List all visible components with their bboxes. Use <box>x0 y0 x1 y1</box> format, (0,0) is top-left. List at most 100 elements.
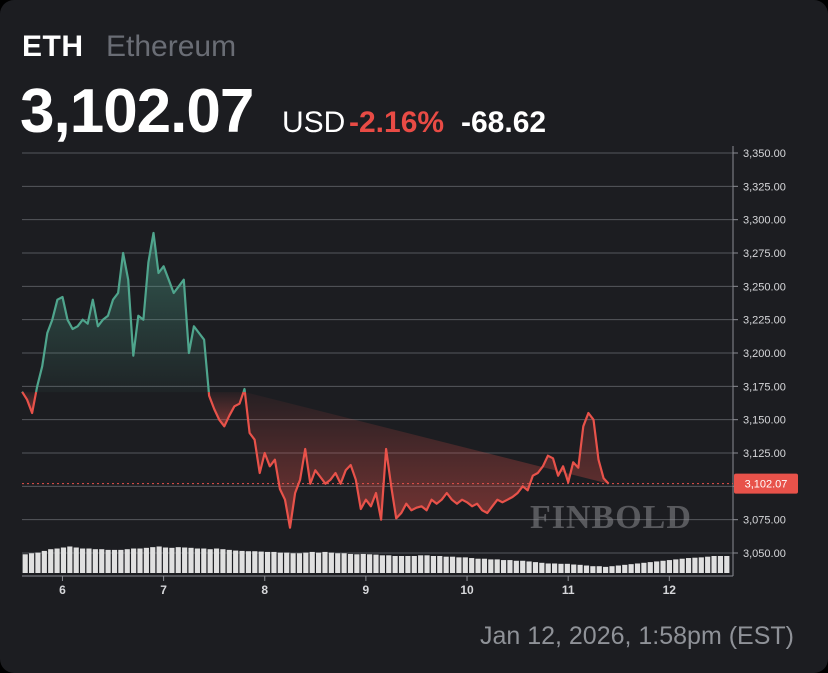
volume-bar <box>188 547 194 573</box>
volume-bar <box>60 547 67 573</box>
x-tick-label: 11 <box>562 583 575 597</box>
volume-bar <box>590 566 596 573</box>
timestamp: Jan 12, 2026, 1:58pm (EST) <box>479 622 794 650</box>
y-tick-label: 3,175.00 <box>743 381 786 393</box>
volume-bar <box>92 549 98 573</box>
current-price: 3,102.07 <box>20 77 254 146</box>
volume-bar <box>207 549 213 573</box>
volume-bar <box>449 556 456 573</box>
volume-bar <box>341 553 347 573</box>
volume-bar <box>99 549 105 573</box>
volume-bar <box>309 551 315 573</box>
volume-bar <box>513 560 519 573</box>
volume-bar <box>507 560 513 573</box>
y-axis-ticks: 3,350.00 3,325.00 3,300.00 3,275.00 3,250.00… <box>732 146 786 576</box>
volume-bars <box>22 546 730 573</box>
y-tick-label: 3,275.00 <box>743 248 786 260</box>
x-tick-label: 6 <box>59 583 66 597</box>
y-tick-label: 3,050.00 <box>743 548 786 560</box>
volume-bar <box>564 563 570 573</box>
volume-bar <box>456 557 462 573</box>
volume-bar <box>252 551 258 573</box>
last-price-marker: 3,102.07 <box>22 473 798 494</box>
y-tick-label: 3,125.00 <box>743 448 786 460</box>
volume-bar <box>354 554 360 573</box>
volume-bar <box>226 549 232 573</box>
y-tick-label: 3,075.00 <box>743 515 786 527</box>
y-tick-label: 3,225.00 <box>743 315 786 327</box>
volume-bar <box>609 566 615 573</box>
volume-bar <box>717 556 724 573</box>
x-tick-label: 7 <box>160 583 167 597</box>
line-segment-up <box>35 231 210 393</box>
volume-bar <box>418 555 424 573</box>
volume-bar <box>711 556 717 573</box>
ticker-symbol: ETH <box>22 30 84 63</box>
volume-bar <box>335 553 341 573</box>
line-segment-up <box>242 387 246 393</box>
volume-bar <box>469 558 475 573</box>
volume-bar <box>500 560 507 573</box>
volume-bar <box>558 563 564 573</box>
change-percent: -2.16% <box>349 106 445 139</box>
volume-bar <box>462 557 468 573</box>
last-price-badge <box>734 473 798 494</box>
y-tick-label: 3,300.00 <box>743 215 786 227</box>
volume-bar <box>520 560 526 573</box>
price-line <box>21 231 610 529</box>
volume-bar <box>277 552 283 573</box>
volume-bar <box>233 550 239 573</box>
volume-bar <box>647 562 653 573</box>
x-tick-label: 9 <box>363 583 370 597</box>
volume-bar <box>673 559 679 573</box>
volume-bar <box>347 553 354 573</box>
x-tick-label: 8 <box>261 583 268 597</box>
volume-bar <box>22 554 28 573</box>
volume-bar <box>124 549 130 573</box>
volume-bar <box>48 549 54 573</box>
volume-bar <box>182 547 188 573</box>
volume-bar <box>392 556 398 573</box>
volume-bar <box>271 551 277 573</box>
y-tick-label: 3,200.00 <box>743 348 786 360</box>
volume-bar <box>131 548 137 573</box>
volume-bar <box>577 564 583 573</box>
area-fill <box>22 233 609 528</box>
volume-bar <box>679 558 685 573</box>
volume-bar <box>105 549 111 573</box>
volume-bar <box>571 564 577 573</box>
volume-bar <box>73 547 79 573</box>
volume-bar <box>424 555 430 573</box>
volume-bar <box>443 556 449 573</box>
volume-bar <box>373 554 379 573</box>
volume-bar <box>41 550 47 573</box>
volume-bar <box>526 561 532 573</box>
y-tick-label: 3,350.00 <box>743 148 786 160</box>
volume-bar <box>698 557 704 573</box>
volume-bar <box>583 565 590 573</box>
volume-bar <box>379 555 385 573</box>
volume-bar <box>603 566 609 573</box>
volume-bar <box>328 552 334 573</box>
volume-bar <box>628 564 634 573</box>
asset-name: Ethereum <box>106 30 237 63</box>
volume-bar <box>437 556 443 573</box>
volume-bar <box>692 557 698 573</box>
volume-bar <box>118 549 124 573</box>
volume-bar <box>430 556 436 573</box>
volume-bar <box>488 559 494 573</box>
volume-bar <box>622 564 628 573</box>
volume-bar <box>494 559 500 573</box>
volume-bar <box>386 555 392 573</box>
volume-bar <box>596 566 602 573</box>
volume-bar <box>411 556 417 573</box>
volume-bar <box>213 548 220 573</box>
volume-bar <box>245 551 252 573</box>
line-segment-down <box>21 391 38 415</box>
volume-bar <box>705 556 711 573</box>
y-tick-label: 3,250.00 <box>743 281 786 293</box>
volume-bar <box>475 558 481 573</box>
volume-bar <box>175 547 181 573</box>
last-price-label: 3,102.07 <box>745 479 788 491</box>
